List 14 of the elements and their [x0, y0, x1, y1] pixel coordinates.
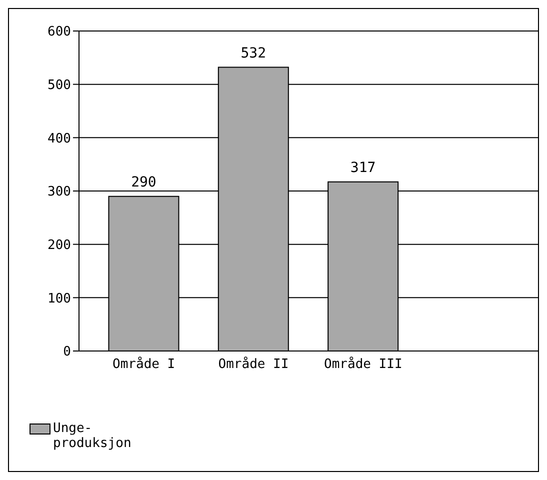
y-tick-label: 0	[63, 344, 71, 360]
y-tick-label: 100	[48, 291, 71, 306]
y-tick-label: 500	[48, 78, 71, 93]
y-tick-label: 200	[48, 238, 71, 253]
data-label: 317	[350, 160, 376, 176]
y-tick-label: 300	[48, 184, 71, 200]
y-tick-label: 400	[48, 131, 71, 146]
x-tick-label: Område III	[324, 356, 402, 372]
x-tick-label: Område II	[218, 356, 289, 372]
data-label: 532	[240, 45, 266, 62]
legend-label: Unge-produksjon	[53, 421, 132, 451]
x-tick-label: Område I	[112, 356, 176, 372]
y-tick-label: 600	[48, 24, 71, 40]
data-label: 290	[131, 174, 156, 190]
